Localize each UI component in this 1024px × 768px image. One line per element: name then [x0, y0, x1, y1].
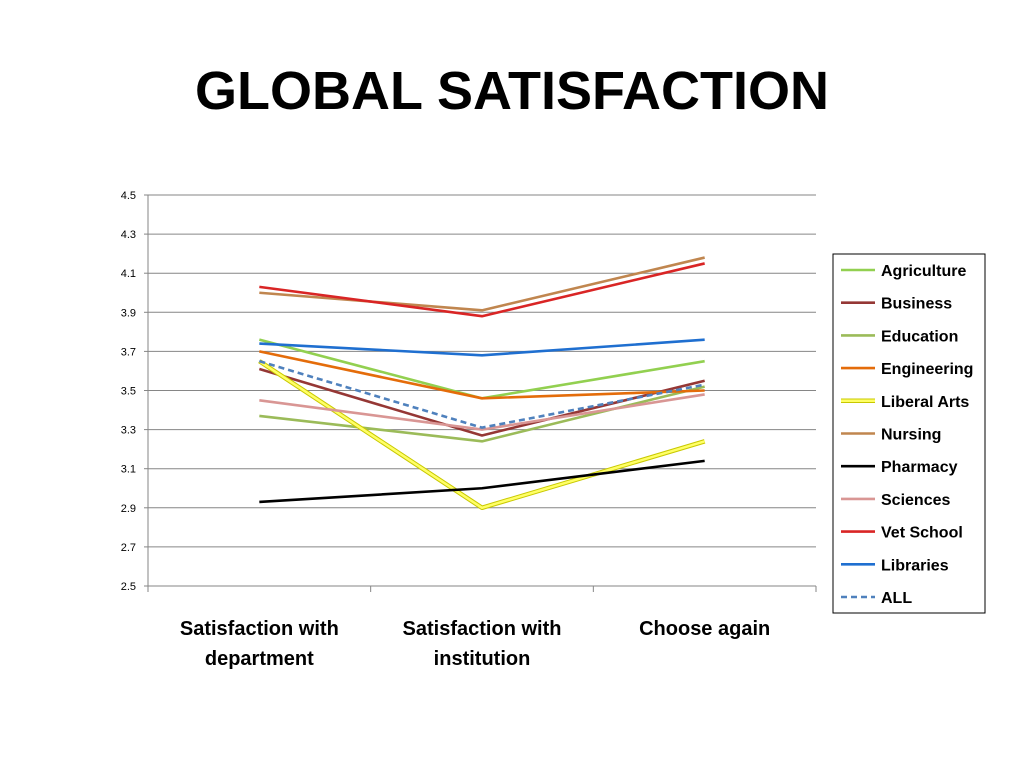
category-labels: Satisfaction with department Satisfaction … — [180, 618, 770, 670]
series-line-vet-school — [259, 262, 705, 318]
category-label: Choose again — [639, 618, 770, 640]
legend-label: Liberal Arts — [881, 394, 969, 411]
y-tick-label: 3.3 — [121, 425, 136, 437]
y-tick-label: 2.7 — [121, 542, 136, 554]
slide-title: GLOBAL SATISFACTION — [195, 61, 829, 121]
category-label: Satisfaction with — [403, 618, 562, 640]
category-label: institution — [434, 648, 531, 670]
y-tick-label: 4.3 — [121, 229, 136, 241]
y-tick-labels: 2.5 2.7 2.9 3.1 3.3 3.5 3.7 3.9 4.1 4.3 4.5 — [121, 190, 136, 593]
axes — [144, 194, 817, 592]
y-tick-label: 4.1 — [121, 268, 136, 280]
series-line-pharmacy — [259, 459, 705, 504]
y-tick-label: 3.9 — [121, 307, 136, 319]
series-line-education — [259, 385, 705, 443]
y-tick-label: 3.7 — [121, 346, 136, 358]
y-tick-label: 2.5 — [121, 581, 136, 593]
legend-label: Business — [881, 296, 952, 313]
legend-label: ALL — [881, 590, 912, 607]
series-line-libraries — [259, 338, 705, 357]
legend-label: Education — [881, 328, 958, 345]
legend-label: Nursing — [881, 427, 941, 444]
legend-label: Engineering — [881, 361, 973, 378]
legend-label: Pharmacy — [881, 459, 958, 476]
y-tick-label: 4.5 — [121, 190, 136, 202]
series-line-nursing — [259, 256, 705, 312]
y-tick-label: 2.9 — [121, 503, 136, 515]
category-label: Satisfaction with — [180, 618, 339, 640]
series-line-sciences — [259, 393, 705, 431]
legend-label: Vet School — [881, 525, 963, 542]
y-tick-label: 3.1 — [121, 464, 136, 476]
gridlines — [148, 194, 816, 587]
legend: Agriculture Business Education Engineering L… — [832, 253, 986, 614]
y-tick-label: 3.5 — [121, 386, 136, 398]
series-line-all — [258, 359, 705, 429]
series-line-engineering — [259, 350, 705, 400]
legend-label: Agriculture — [881, 263, 966, 280]
legend-label: Sciences — [881, 492, 950, 509]
category-label: department — [205, 648, 314, 670]
legend-label: Libraries — [881, 557, 949, 574]
series-lines — [258, 256, 706, 511]
